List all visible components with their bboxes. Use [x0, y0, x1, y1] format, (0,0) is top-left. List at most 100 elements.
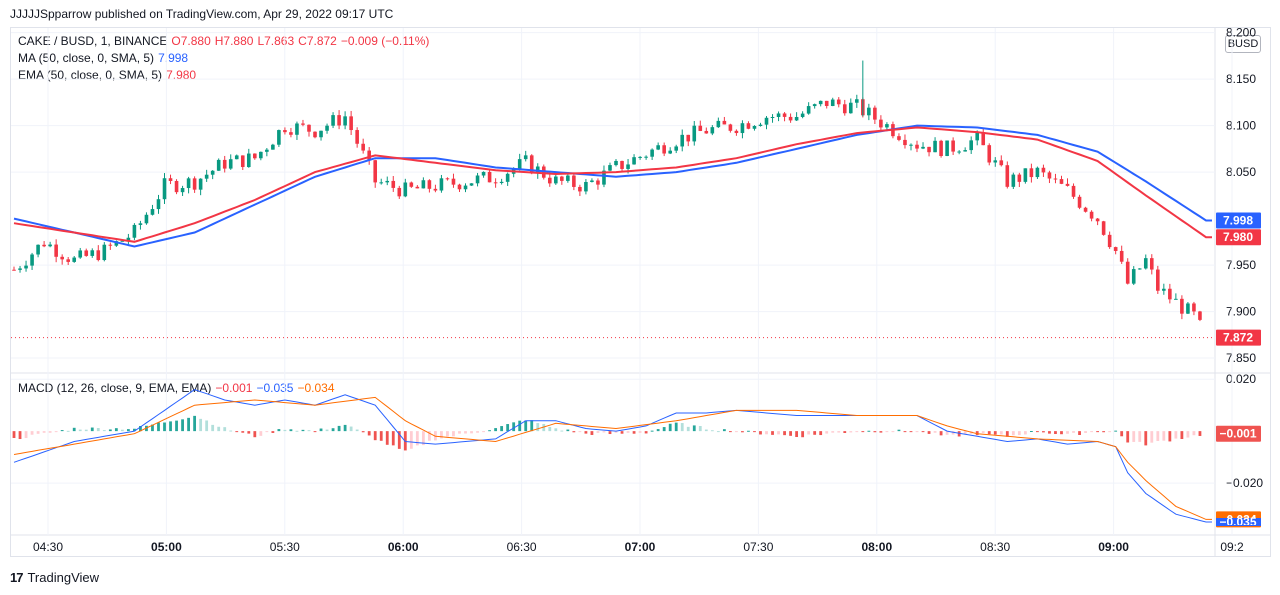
macd-histogram-bar [1072, 431, 1075, 433]
candle-body [114, 241, 119, 246]
candle-body [367, 150, 371, 161]
candle-body [855, 99, 859, 103]
macd-histogram-bar [1023, 431, 1027, 435]
macd-histogram-bar [783, 431, 786, 436]
candle-body [867, 107, 871, 116]
change-value: −0.009 (−0.11%) [340, 34, 430, 48]
macd-histogram-bar [235, 431, 239, 433]
candle-body [794, 116, 799, 121]
candle-body [487, 171, 492, 183]
macd-histogram-bar [1029, 431, 1033, 433]
macd-histogram-bar [494, 428, 498, 432]
candle-body [1119, 250, 1124, 262]
candle-body [608, 165, 612, 171]
candle-body [764, 117, 769, 125]
macd-histogram-bar [1150, 431, 1154, 443]
candle-body [228, 159, 233, 169]
time-tick-label: 08:30 [980, 540, 1010, 554]
ma-legend[interactable]: MA (50, close, 0, SMA, 5) 7.998 [18, 50, 192, 67]
macd-histogram-bar [181, 419, 184, 432]
candle-body [523, 155, 528, 160]
macd-histogram-bar [680, 423, 684, 432]
macd-histogram-bar [169, 421, 172, 432]
candle-body [319, 130, 323, 138]
price-tick-label: 8.050 [1226, 165, 1256, 179]
macd-histogram-bar [361, 431, 365, 433]
macd-histogram-bar [951, 431, 955, 435]
candle-body [1071, 185, 1076, 197]
macd-histogram-bar [1156, 431, 1160, 442]
candle-body [253, 153, 257, 159]
macd-histogram-bar [704, 429, 708, 432]
macd-histogram-bar [48, 431, 52, 433]
macd-histogram-bar [963, 431, 967, 435]
macd-histogram-bar [133, 428, 136, 432]
candle-body [48, 244, 52, 247]
candle-body [415, 186, 420, 189]
macd-histogram-bar [175, 420, 178, 432]
macd-histogram-bar [861, 431, 865, 433]
candle-body [108, 244, 113, 246]
macd-histogram-bar [379, 431, 383, 441]
macd-histogram-bar [313, 431, 317, 433]
candle-body [602, 170, 606, 185]
candle-body [126, 237, 131, 241]
macd-histogram-bar [42, 431, 46, 433]
macd-histogram-bar [915, 431, 919, 433]
ema-legend[interactable]: EMA (50, close, 0, SMA, 5) 7.980 [18, 67, 200, 84]
candle-body [692, 125, 697, 142]
candle-body [1083, 207, 1088, 212]
symbol-name[interactable]: CAKE / BUSD, 1, BINANCE [18, 34, 168, 48]
macd-histogram-bar [343, 424, 347, 432]
candle-body [638, 156, 642, 158]
macd-histogram-bar [78, 429, 82, 432]
candle-body [355, 130, 359, 144]
candle-body [812, 104, 817, 107]
macd-histogram-bar [205, 420, 209, 432]
macd-histogram-bar [1162, 431, 1166, 441]
macd-histogram-bar [440, 431, 443, 439]
macd-histogram-bar [795, 431, 799, 438]
candle-body [554, 176, 558, 184]
macd-histogram-bar [825, 431, 829, 434]
candle-body [409, 182, 414, 187]
macd-histogram-bar [674, 422, 678, 432]
publish-header: JJJJJSpparrow published on TradingView.c… [10, 7, 394, 21]
macd-legend[interactable]: MACD (12, 26, close, 9, EMA, EMA) −0.001−… [18, 380, 339, 397]
candle-body [18, 268, 22, 270]
macd-histogram-bar [1126, 431, 1130, 443]
candle-body [168, 178, 173, 181]
candle-body [397, 187, 402, 197]
candle-body [162, 178, 167, 200]
macd-histogram-bar [921, 431, 925, 433]
macd-histogram-bar [759, 431, 762, 435]
macd-histogram-bar [1144, 431, 1148, 446]
macd-histogram-bar [722, 429, 726, 432]
macd-histogram-bar [728, 431, 732, 433]
ma-value: 7.998 [158, 51, 189, 65]
candle-body [746, 123, 751, 129]
macd-histogram-bar [66, 430, 70, 432]
macd-histogram-bar [427, 431, 431, 441]
macd-histogram-bar [638, 431, 642, 433]
ma-last-badge [1216, 212, 1261, 229]
macd-histogram-bar [187, 417, 190, 432]
macd-histogram-bar [807, 431, 811, 435]
macd-histogram-bar [500, 426, 504, 432]
macd-histogram-bar [289, 429, 293, 432]
macd-histogram-bar [1114, 430, 1118, 432]
currency-unit-button[interactable]: BUSD [1225, 35, 1261, 53]
candle-body [824, 100, 829, 106]
macd-histogram-bar [867, 430, 871, 432]
macd-histogram-bar [391, 431, 395, 446]
macd-histogram-bar [151, 424, 154, 432]
price-tick-label: 7.900 [1226, 305, 1256, 319]
candle-body [927, 146, 931, 153]
candle-body [674, 146, 679, 151]
candle-body [54, 244, 58, 257]
macd-histogram-bar [271, 431, 275, 433]
macd-histogram-bar [590, 431, 594, 435]
candle-body [1198, 311, 1202, 320]
candle-body [590, 180, 594, 182]
